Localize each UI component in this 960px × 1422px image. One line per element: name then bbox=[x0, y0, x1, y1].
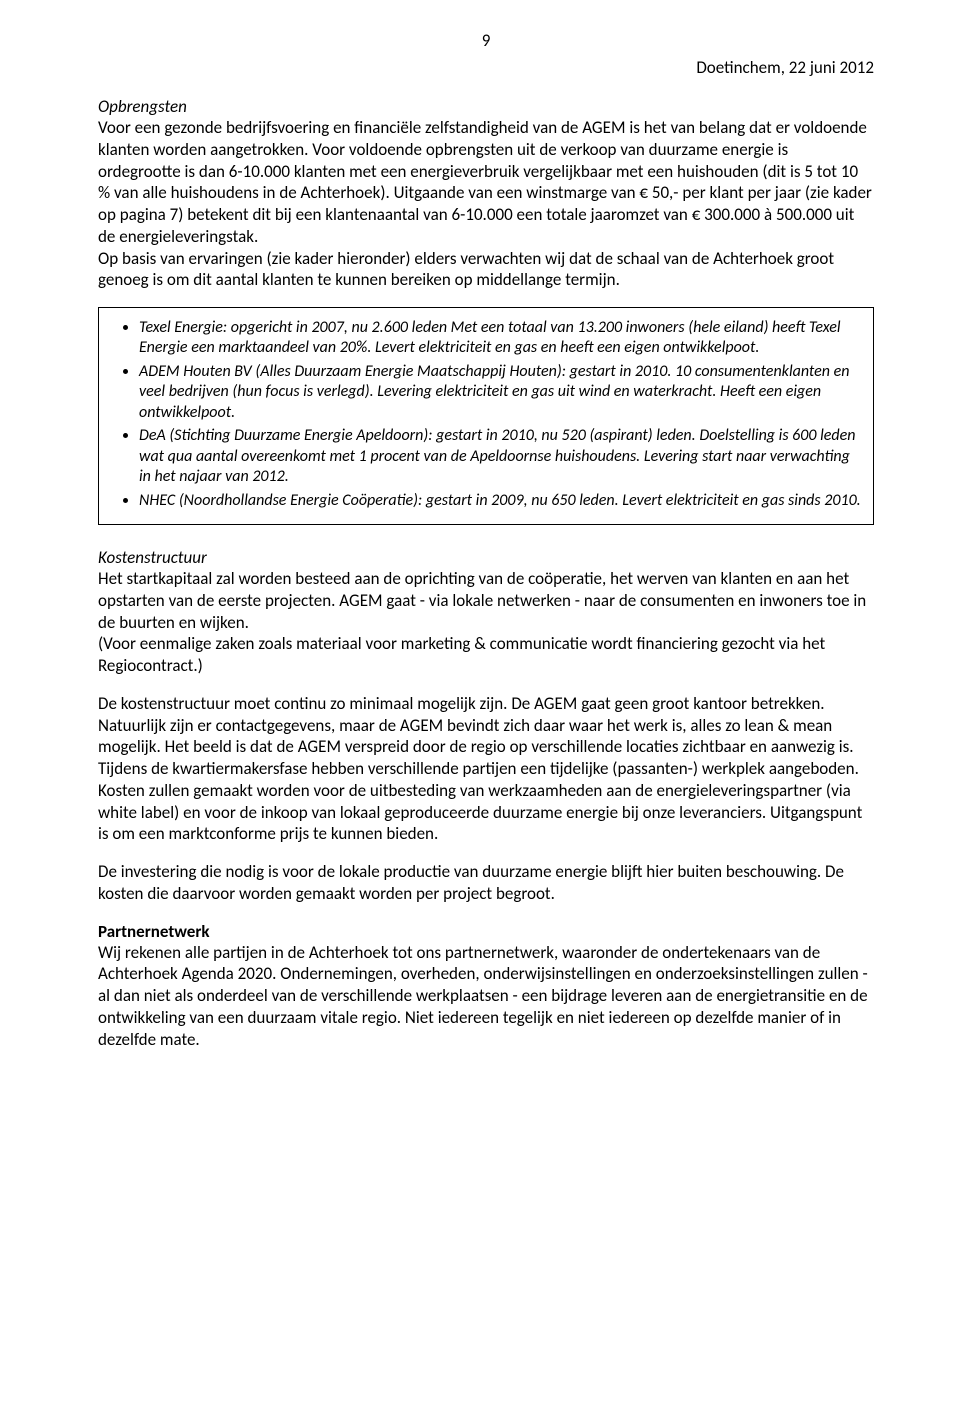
section-heading-partnernetwerk: Partnernetwerk bbox=[98, 921, 874, 942]
page-header-date: Doetinchem, 22 juni 2012 bbox=[98, 57, 874, 78]
list-item: DeA (Stichting Duurzame Energie Apeldoor… bbox=[139, 426, 861, 487]
list-item: Texel Energie: opgericht in 2007, nu 2.6… bbox=[139, 318, 861, 359]
list-item: NHEC (Noordhollandse Energie Coöperatie)… bbox=[139, 491, 861, 511]
paragraph-kosten-3: De investering die nodig is voor de loka… bbox=[98, 861, 874, 905]
paragraph-kosten-1: Het startkapitaal zal worden besteed aan… bbox=[98, 568, 874, 677]
example-list: Texel Energie: opgericht in 2007, nu 2.6… bbox=[111, 318, 861, 511]
paragraph-opbrengsten: Voor een gezonde bedrijfsvoering en fina… bbox=[98, 117, 874, 291]
paragraph-partnernetwerk: Wij rekenen alle partijen in de Achterho… bbox=[98, 942, 874, 1051]
section-title-opbrengsten: Opbrengsten bbox=[98, 96, 874, 117]
example-box: Texel Energie: opgericht in 2007, nu 2.6… bbox=[98, 307, 874, 525]
section-title-kostenstructuur: Kostenstructuur bbox=[98, 547, 874, 568]
document-page: 9 Doetinchem, 22 juni 2012 Opbrengsten V… bbox=[0, 0, 960, 1422]
list-item: ADEM Houten BV (Alles Duurzaam Energie M… bbox=[139, 362, 861, 423]
page-number: 9 bbox=[98, 30, 874, 51]
paragraph-kosten-2: De kostenstructuur moet continu zo minim… bbox=[98, 693, 874, 845]
